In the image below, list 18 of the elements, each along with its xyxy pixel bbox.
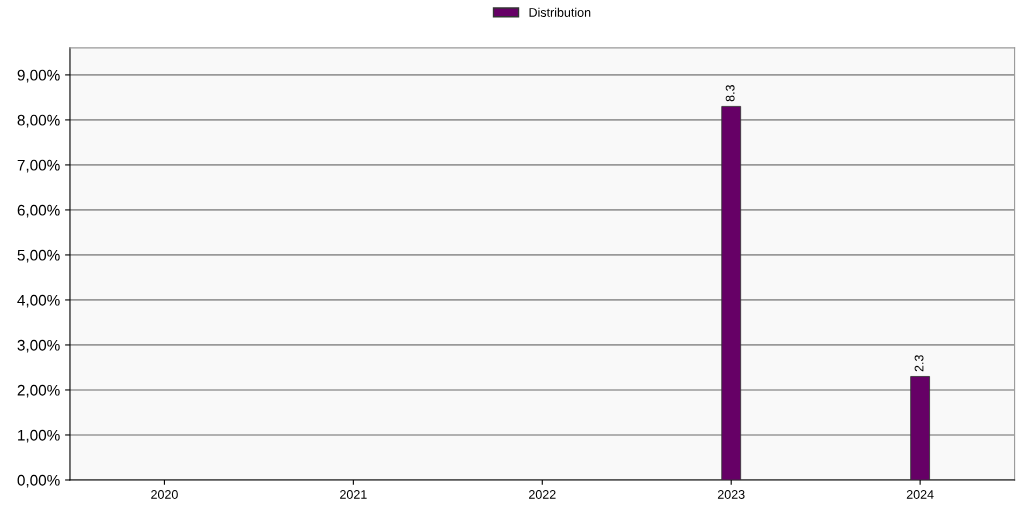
x-tick-label: 2023 — [717, 490, 745, 499]
y-tick-label: 2,00% — [17, 384, 60, 398]
y-tick-label: 7,00% — [17, 159, 60, 173]
y-tick-label: 9,00% — [17, 69, 60, 83]
x-tick-label: 2024 — [906, 490, 934, 499]
y-tick-label: 8,00% — [17, 114, 60, 128]
x-tick-label: 2022 — [529, 490, 556, 499]
x-tick-label: 2020 — [151, 490, 178, 499]
y-tick-label: 0,00% — [17, 474, 60, 488]
y-tick-label: 5,00% — [17, 249, 60, 263]
y-tick-label: 4,00% — [17, 294, 60, 308]
x-tick-label: 2021 — [340, 490, 367, 499]
data-label: 8.3 — [725, 85, 735, 102]
y-tick-label: 3,00% — [17, 339, 60, 353]
data-label: 2.3 — [914, 355, 924, 372]
y-tick-label: 1,00% — [18, 429, 60, 443]
y-tick-label: 6,00% — [17, 204, 60, 218]
legend-label: Distribution — [529, 7, 591, 17]
